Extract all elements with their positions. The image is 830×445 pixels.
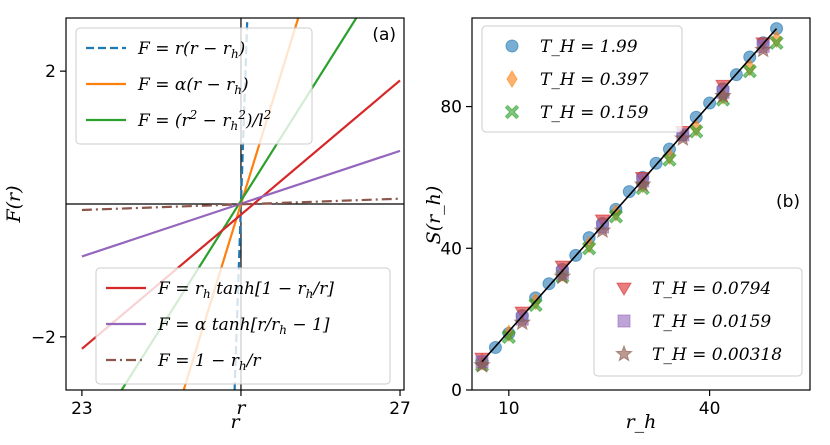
panel-b-point: [673, 129, 692, 147]
panel-b-point: [714, 86, 732, 104]
panel-a: 23 r 27 2 −2 (a) r F(r) F = r(r − rh​) F = α(…: [3, 17, 411, 433]
panel-b-legend-lower: T_H = 0.0794 T_H = 0.0159 T_H = 0.00318: [593, 267, 803, 377]
panel-b-legend-marker-3: [504, 104, 520, 120]
panel-b-point: [473, 355, 491, 373]
panel-b-legend-label-3: T_H = 0.159: [540, 103, 649, 123]
panel-a-x-tick-label-3: 27: [389, 399, 411, 419]
panel-a-legend-label-1: F = r(r − rh​): [137, 39, 245, 61]
panel-a-ticks: 23 r 27 2 −2: [31, 62, 411, 419]
panel-a-legend-upper: F = r(r − rh​) F = α(r − rh​) F = (r2​ − r…: [75, 27, 313, 145]
panel-b-series-6: [473, 40, 773, 373]
panel-b-plot-area: [473, 22, 784, 373]
panel-b-y-tick-label-3: 80: [440, 98, 462, 118]
panel-a-series-line-5: [81, 149, 401, 258]
panel-b-legend-label-5: T_H = 0.0159: [652, 312, 771, 332]
panel-b-point: [501, 329, 517, 345]
panel-b-x-tick-label-1: 10: [498, 399, 520, 419]
panel-a-y-tick-label-2: −2: [31, 328, 56, 348]
panel-a-legend-label-4: F = rh​ tanh[1 − rh​/r]: [157, 279, 334, 301]
panel-a-y-tick-label-1: 2: [45, 62, 56, 82]
panel-b-y-tick-label-2: 40: [440, 239, 462, 259]
panel-a-legend-label-6: F = 1 − rh​/r: [157, 351, 261, 373]
panel-a-x-axis-label: r: [230, 411, 241, 433]
panel-b-point: [742, 63, 757, 79]
panel-b-point: [542, 277, 556, 291]
panel-a-y-axis-label: F(r): [3, 185, 25, 223]
panel-b-point: [662, 152, 677, 167]
panel-b-tag: (b): [776, 192, 800, 212]
panel-b-legend-label-6: T_H = 0.00318: [652, 345, 782, 365]
panel-a-frame: [65, 17, 405, 391]
panel-a-x-tick-label-2: r: [236, 397, 247, 419]
panel-b-point: [633, 175, 652, 193]
panel-b-legend-marker-4: [616, 282, 632, 296]
panel-b-legend-label-1: T_H = 1.99: [540, 37, 638, 57]
panel-b-y-tick-label-1: 0: [451, 381, 462, 401]
panel-b-point: [593, 221, 612, 239]
panel-b-legend-label-2: T_H = 0.397: [540, 70, 649, 90]
panel-b-legend-marker-6: [615, 344, 633, 362]
panel-b-point: [769, 35, 784, 51]
panel-a-tag: (a): [372, 25, 396, 45]
panel-b-point: [513, 313, 532, 331]
panel-b-fit-line: [481, 28, 778, 363]
panel-b-point: [528, 297, 543, 313]
panel-b-point: [754, 40, 773, 58]
panel-b-point: [649, 156, 663, 170]
panel-b-y-axis-label: S(r_h): [423, 186, 445, 245]
panel-b-point: [689, 124, 704, 139]
panel-a-legend-label-3: F = (r2​ − rh​2​)/l2​: [137, 108, 271, 133]
panel-a-legend-label-2: F = α(r − rh​): [137, 75, 249, 97]
panel-a-x-tick-label-1: 23: [71, 399, 93, 419]
panel-b-ticks: 10 40 0 40 80: [440, 98, 720, 419]
panel-b-legend-upper: T_H = 1.99 T_H = 0.397 T_H = 0.159: [481, 25, 683, 133]
panel-b-x-tick-label-2: 40: [699, 399, 721, 419]
panel-b-legend-marker-5: [617, 314, 631, 328]
panel-a-series-line-6: [81, 197, 401, 212]
panel-b-point: [553, 267, 572, 285]
panel-b-frame: [471, 17, 811, 391]
panel-a-legend-lower: F = rh​ tanh[1 − rh​/r] F = α tanh[r/rh​ …: [95, 267, 391, 385]
panel-b-legend-label-4: T_H = 0.0794: [652, 279, 771, 299]
panel-b-point: [622, 185, 636, 199]
panel-b-legend-marker-2: [506, 70, 518, 88]
panel-b-x-axis-label: r_h: [626, 411, 657, 433]
panel-b-legend-marker-1: [505, 39, 519, 53]
panel-a-legend-label-5: F = α tanh[r/rh​ − 1]: [157, 315, 330, 337]
